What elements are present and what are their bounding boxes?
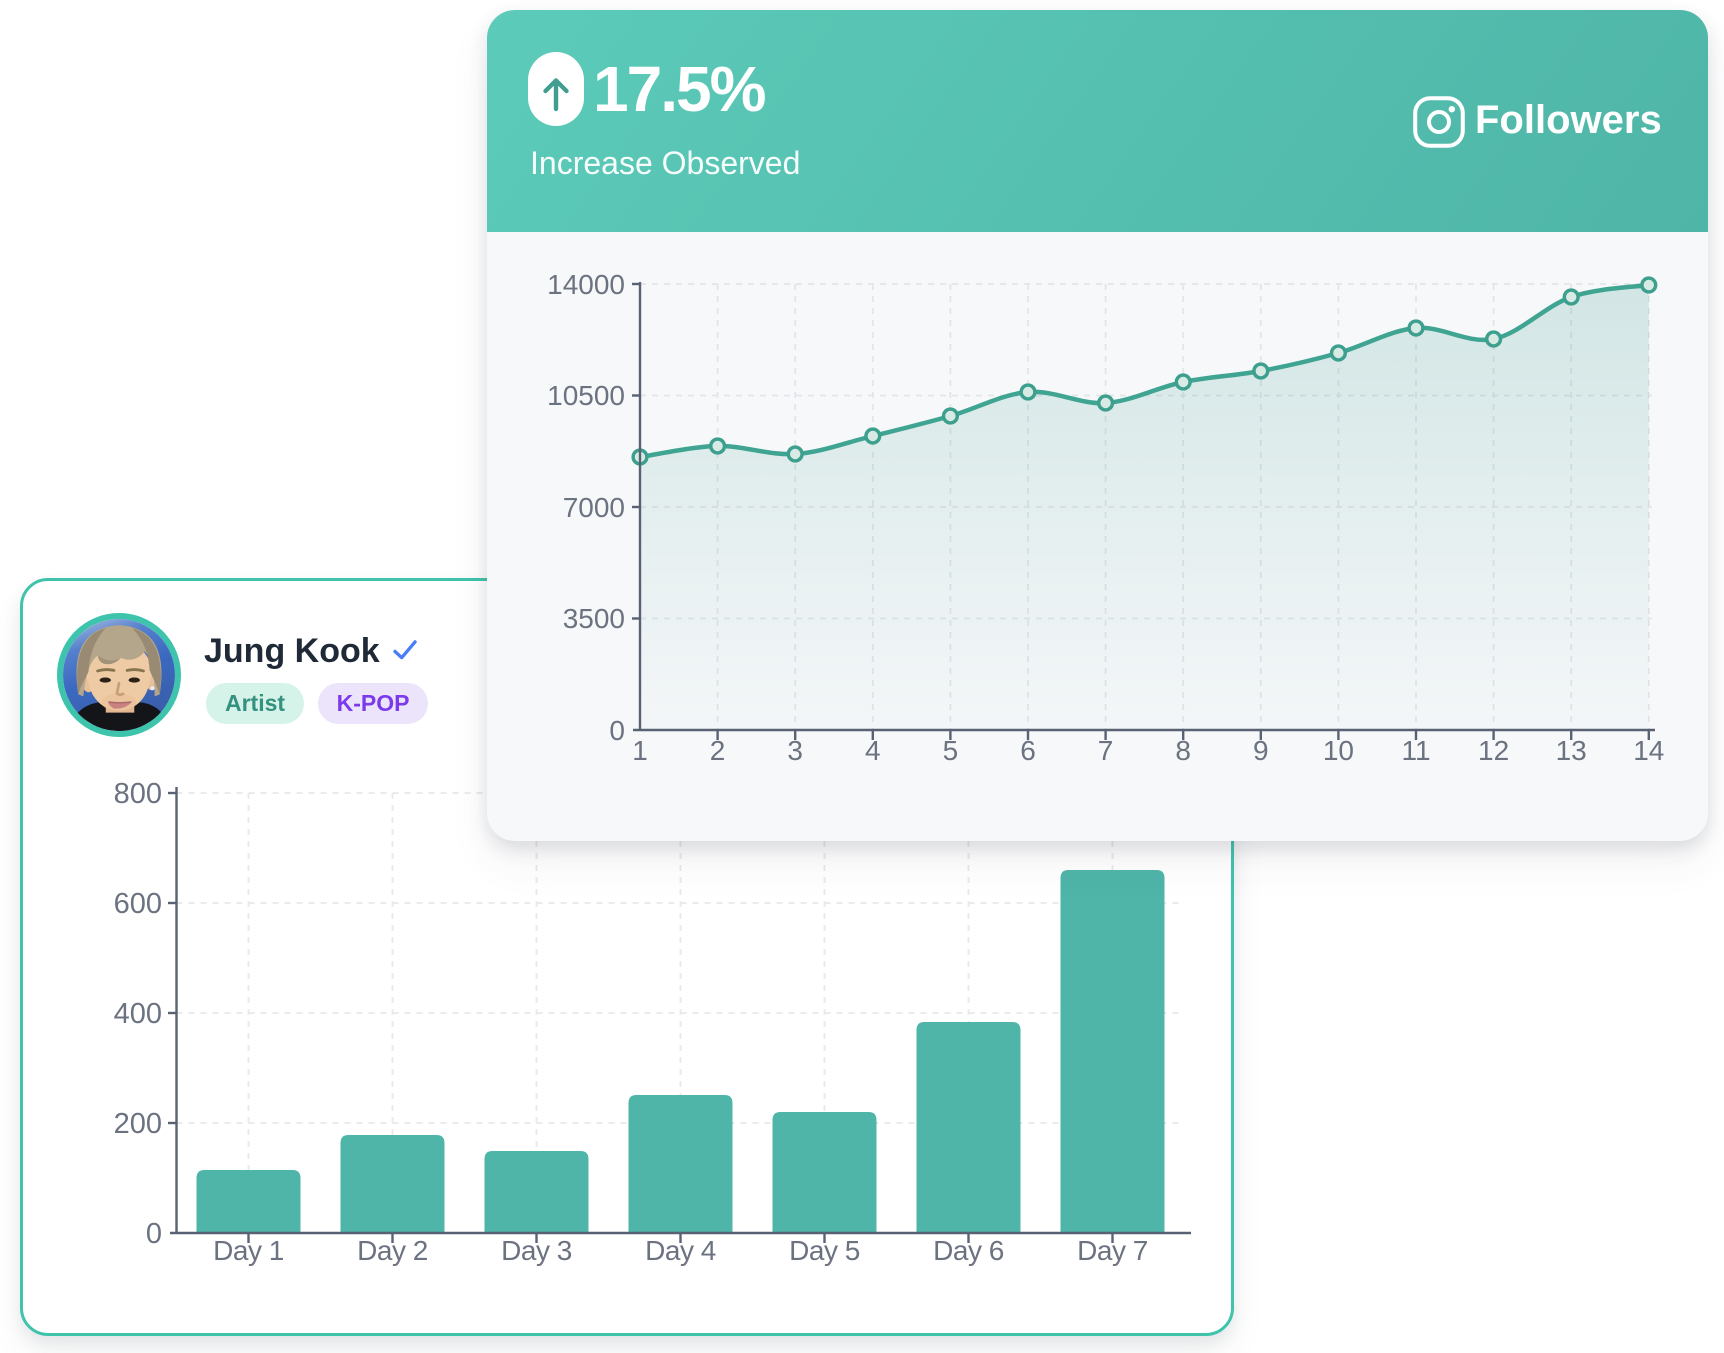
svg-text:13: 13 xyxy=(1556,735,1587,766)
svg-text:11: 11 xyxy=(1401,735,1430,766)
svg-text:Day 2: Day 2 xyxy=(357,1235,428,1266)
svg-text:10: 10 xyxy=(1323,735,1354,766)
svg-text:600: 600 xyxy=(114,888,162,920)
svg-text:14000: 14000 xyxy=(547,269,625,300)
svg-text:0: 0 xyxy=(609,715,625,746)
svg-text:Day 4: Day 4 xyxy=(645,1235,716,1266)
svg-text:6: 6 xyxy=(1020,735,1036,766)
svg-text:0: 0 xyxy=(146,1218,162,1250)
svg-text:7: 7 xyxy=(1098,735,1114,766)
svg-text:7000: 7000 xyxy=(563,492,625,523)
svg-text:800: 800 xyxy=(114,778,162,810)
svg-text:Day 5: Day 5 xyxy=(789,1235,860,1266)
svg-text:5: 5 xyxy=(943,735,959,766)
svg-text:1: 1 xyxy=(632,735,648,766)
svg-text:12: 12 xyxy=(1478,735,1509,766)
svg-text:4: 4 xyxy=(865,735,881,766)
svg-text:8: 8 xyxy=(1175,735,1191,766)
svg-text:200: 200 xyxy=(114,1108,162,1140)
svg-text:Day 7: Day 7 xyxy=(1077,1235,1148,1266)
svg-text:3500: 3500 xyxy=(563,603,625,634)
svg-text:Day 6: Day 6 xyxy=(933,1235,1004,1266)
svg-text:2: 2 xyxy=(710,735,726,766)
svg-text:9: 9 xyxy=(1253,735,1269,766)
svg-text:400: 400 xyxy=(114,998,162,1030)
svg-text:Day 3: Day 3 xyxy=(501,1235,572,1266)
svg-text:Day 1: Day 1 xyxy=(213,1235,284,1266)
svg-text:3: 3 xyxy=(787,735,803,766)
svg-text:14: 14 xyxy=(1633,735,1664,766)
svg-text:10500: 10500 xyxy=(547,380,625,411)
